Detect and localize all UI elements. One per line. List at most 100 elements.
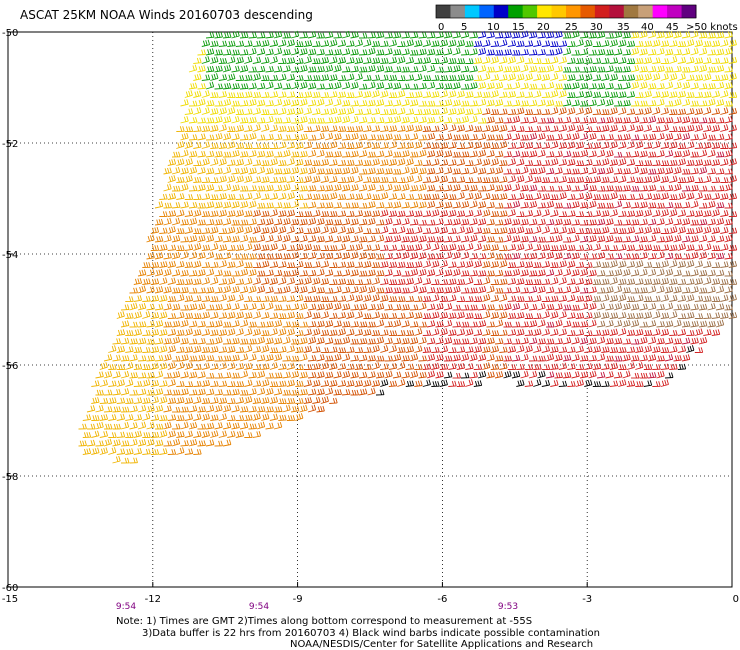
wind-barb [406, 228, 414, 233]
wind-barb [508, 143, 516, 149]
wind-barb [521, 117, 529, 123]
wind-barb [125, 448, 133, 454]
wind-barb [635, 194, 643, 200]
wind-barb [542, 311, 550, 318]
wind-barb [261, 261, 269, 268]
wind-barb [202, 277, 210, 284]
wind-barb [210, 397, 218, 403]
wind-barb [232, 271, 240, 276]
wind-barb [521, 338, 529, 345]
wind-barb [257, 100, 265, 106]
wind-barb [457, 91, 465, 98]
wind-barb [414, 125, 422, 132]
wind-barb [614, 303, 622, 310]
wind-barb [491, 74, 499, 80]
wind-barb [389, 228, 397, 234]
wind-barb [708, 99, 716, 106]
wind-barb [240, 201, 248, 208]
wind-barb [440, 210, 448, 216]
wind-barb [244, 262, 252, 267]
wind-barb [368, 388, 376, 395]
wind-barb [198, 118, 206, 123]
wind-barb [317, 253, 325, 259]
wind-barb [440, 193, 448, 199]
wind-barb [189, 167, 197, 174]
wind-barb [274, 422, 282, 429]
wind-barb [453, 252, 461, 259]
wind-barb [193, 126, 201, 132]
wind-barb [223, 32, 231, 38]
wind-barb [176, 294, 184, 301]
wind-barb [240, 83, 248, 89]
wind-barb [308, 100, 316, 106]
wind-barb [678, 91, 686, 98]
wind-barb [227, 245, 235, 251]
wind-barb [678, 364, 686, 370]
wind-barb [219, 294, 227, 301]
wind-barb [121, 371, 129, 378]
wind-barb [453, 100, 461, 106]
wind-barb [325, 152, 333, 157]
wind-barb [215, 84, 223, 89]
wind-barb [338, 160, 346, 166]
wind-barb [512, 322, 520, 327]
wind-barb [181, 407, 189, 412]
wind-barb [159, 261, 167, 267]
wind-barb [261, 414, 269, 421]
wind-barb [219, 143, 227, 149]
wind-barb [295, 92, 303, 97]
wind-barb [657, 168, 665, 174]
wind-barb [465, 58, 473, 63]
wind-barb [631, 135, 639, 141]
wind-barb [193, 346, 201, 353]
wind-barb [601, 279, 609, 285]
wind-barb [559, 329, 567, 336]
wind-barb [172, 407, 180, 412]
wind-barb [261, 397, 269, 403]
wind-barb [317, 133, 325, 140]
wind-barb [147, 253, 155, 259]
wind-barb [406, 92, 414, 97]
wind-barb [431, 91, 439, 97]
wind-barb [657, 117, 665, 123]
wind-barb [376, 151, 384, 157]
wind-barb [236, 347, 244, 353]
wind-barb [338, 194, 346, 199]
wind-barb [368, 65, 376, 72]
wind-barb [504, 218, 512, 225]
wind-barb [555, 303, 563, 310]
wind-barb [198, 220, 206, 225]
wind-barb [355, 39, 363, 46]
wind-barb [618, 57, 626, 63]
wind-barb [512, 151, 520, 157]
wind-barb [219, 260, 227, 267]
note-line-2: 3)Data buffer is 22 hrs from 20160703 4)… [142, 628, 600, 639]
wind-barb [669, 109, 677, 114]
wind-barb [533, 160, 541, 166]
wind-barb [444, 32, 452, 38]
wind-barb [151, 262, 159, 268]
wind-barb [725, 134, 733, 140]
wind-barb [593, 176, 601, 183]
wind-barb [661, 108, 669, 115]
wind-barb [168, 449, 176, 454]
wind-barb [325, 50, 333, 56]
wind-barb [440, 159, 448, 165]
wind-barb [274, 99, 282, 106]
wind-barb [334, 65, 342, 72]
wind-barb [287, 278, 295, 285]
wind-barb [372, 126, 380, 132]
wind-barb [504, 184, 512, 191]
wind-barb [695, 313, 703, 318]
wind-barb [227, 210, 235, 216]
wind-barb [249, 48, 257, 55]
wind-barb [223, 286, 231, 293]
wind-barb [635, 41, 643, 47]
wind-barb [597, 252, 605, 259]
wind-barb [151, 245, 159, 250]
wind-barb [266, 116, 274, 123]
wind-barb [125, 398, 133, 404]
wind-barb [504, 203, 512, 208]
wind-barb [610, 363, 618, 370]
wind-barb [512, 169, 520, 174]
